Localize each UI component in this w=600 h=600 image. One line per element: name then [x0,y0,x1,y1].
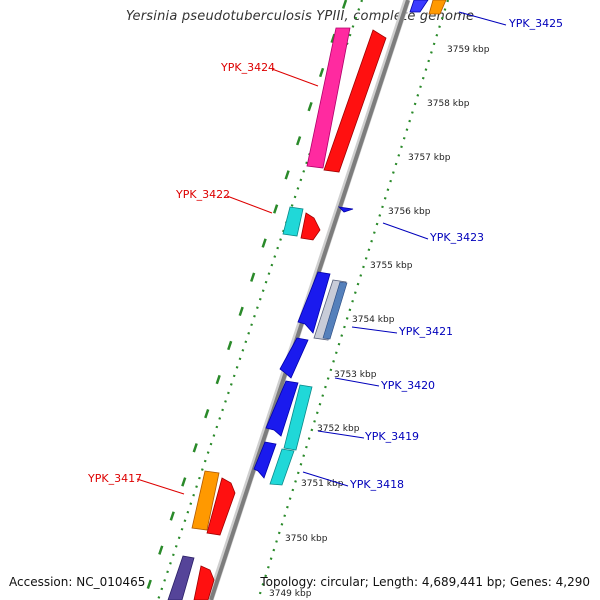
gene-label-ypk3421: YPK_3421 [398,325,453,338]
accession-text: Accession: NC_010465 [9,575,146,589]
gene-bottom-a [167,555,195,600]
gene-ypk3417-b [206,477,236,536]
gene-label-ypk3423: YPK_3423 [429,231,484,244]
gene-ypk3421-a [297,271,331,334]
gene-ypk3424-a [306,27,351,169]
outer-reverse-guide [156,0,364,600]
kbp-tick: 3755 kbp [370,261,413,271]
gene-ypk3422-a [282,206,304,237]
gene-label-ypk3422: YPK_3422 [175,188,230,201]
kbp-tick: 3750 kbp [285,534,328,544]
kbp-tick: 3758 kbp [427,99,470,109]
gene-label-ypk3418: YPK_3418 [349,478,404,491]
gene-ypk3419 [283,384,313,451]
gene-ypk3422-b [300,212,321,241]
kbp-tick: 3756 kbp [388,207,431,217]
gene-ypk3425-a [409,0,429,13]
gene-ypk3423 [337,206,354,213]
label-leaders [136,11,507,495]
gene-features-forward [253,0,447,486]
gene-features-reverse [167,27,387,600]
map-title: Yersinia pseudotuberculosis YPIII, compl… [125,9,475,24]
topology-text: Topology: circular; Length: 4,689,441 bp… [260,575,590,589]
kbp-tick: 3751 kbp [301,479,344,489]
gene-ypk3420-b [265,380,299,437]
gene-label-ypk3425: YPK_3425 [508,17,563,30]
gene-bottom-b [193,565,215,600]
gene-label-ypk3419: YPK_3419 [364,430,419,443]
gene-ypk3418-b [269,448,295,486]
gene-ypk3418-a [253,441,277,479]
gene-label-ypk3420: YPK_3420 [380,379,435,392]
gene-ypk3421-c [322,281,348,340]
kbp-tick: 3759 kbp [447,45,490,55]
gene-labels: YPK_3424 YPK_3422 YPK_3417 YPK_3425 YPK_… [87,17,563,491]
kbp-tick: 3754 kbp [352,315,395,325]
gene-ypk3425-b [428,0,447,15]
gene-label-ypk3417: YPK_3417 [87,472,142,485]
kbp-tick: 3757 kbp [408,153,451,163]
gene-label-ypk3424: YPK_3424 [220,61,275,74]
kbp-tick: 3749 kbp [269,589,312,599]
kbp-tick: 3753 kbp [334,370,377,380]
kbp-ticks: 3759 kbp 3758 kbp 3757 kbp 3756 kbp 3755… [269,45,490,599]
kbp-tick: 3752 kbp [317,424,360,434]
dotted-guides [156,0,450,600]
gene-ypk3420-a [279,337,309,379]
gene-ypk3417-a [191,470,220,531]
gene-ypk3424-b [323,29,387,173]
